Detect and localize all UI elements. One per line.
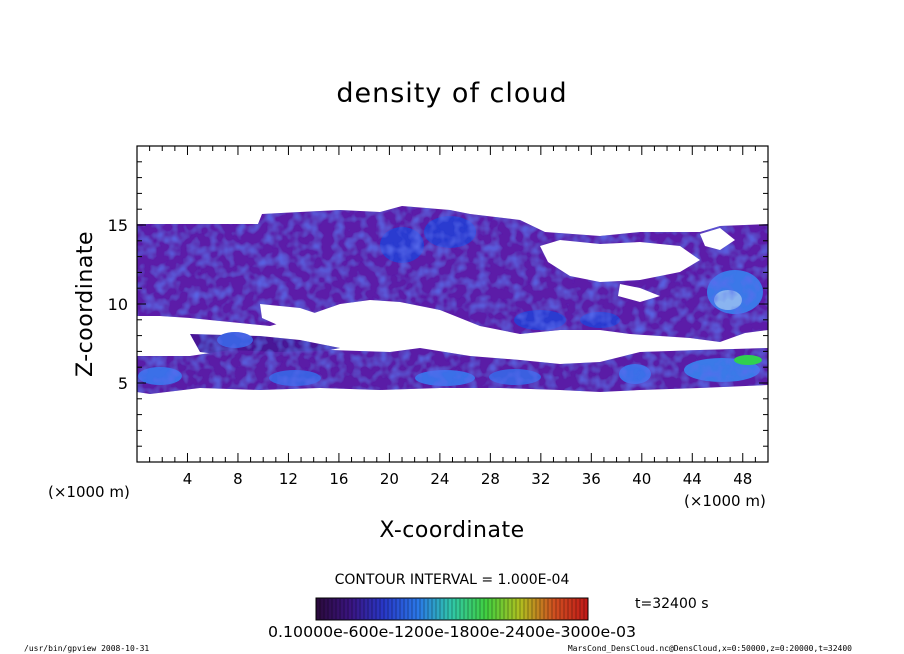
- blue-pocket: [424, 216, 476, 248]
- x-tick-label: 16: [329, 470, 348, 488]
- y-tick-label: 10: [108, 295, 128, 314]
- contour-interval-label: CONTOUR INTERVAL = 1.000E-04: [335, 572, 570, 588]
- blue-pocket: [138, 367, 182, 385]
- x-tick-label: 36: [582, 470, 601, 488]
- x-tick-label: 20: [380, 470, 399, 488]
- blue-pocket: [380, 227, 424, 263]
- y-tick-label: 5: [118, 374, 128, 393]
- footer-right: MarsCond_DensCloud.nc@DensCloud,x=0:5000…: [568, 644, 852, 653]
- blue-pocket: [269, 370, 321, 386]
- y-axis-label: Z-coordinate: [73, 231, 98, 377]
- blue-pocket: [415, 370, 475, 386]
- x-tick-label: 12: [279, 470, 298, 488]
- x-axis-label: X-coordinate: [379, 518, 524, 543]
- blue-pocket: [217, 332, 253, 348]
- blue-pocket: [514, 310, 566, 330]
- colorbar-tick-labels: 0.10000e-600e-1200e-1800e-2400e-3000e-03: [268, 623, 636, 641]
- blue-pocket: [489, 369, 541, 385]
- y-axis: 5 10 15: [108, 161, 768, 447]
- x-unit-right: (×1000 m): [684, 492, 766, 510]
- blue-pocket: [619, 364, 651, 384]
- x-tick-label: 8: [233, 470, 243, 488]
- blue-pocket: [580, 312, 620, 328]
- dense-core: [734, 355, 762, 365]
- x-axis: 4 8 12 16 20 24 28 32 36 40 44 48: [149, 146, 756, 488]
- colorbar-stripes: [319, 599, 585, 619]
- x-tick-label: 28: [481, 470, 500, 488]
- y-tick-label: 15: [108, 216, 128, 235]
- x-unit-left: (×1000 m): [48, 483, 130, 501]
- x-tick-label: 40: [632, 470, 651, 488]
- footer-left: /usr/bin/gpview 2008-10-31: [24, 644, 149, 653]
- clear-gaps: [137, 228, 735, 360]
- x-tick-label: 24: [430, 470, 449, 488]
- x-tick-label: 32: [531, 470, 550, 488]
- light-pocket: [714, 290, 742, 310]
- x-tick-label: 4: [183, 470, 193, 488]
- cloud-density-field: [137, 206, 768, 394]
- x-tick-label: 48: [733, 470, 752, 488]
- time-label: t=32400 s: [635, 596, 709, 612]
- x-tick-label: 44: [683, 470, 702, 488]
- chart-title: density of cloud: [336, 78, 567, 109]
